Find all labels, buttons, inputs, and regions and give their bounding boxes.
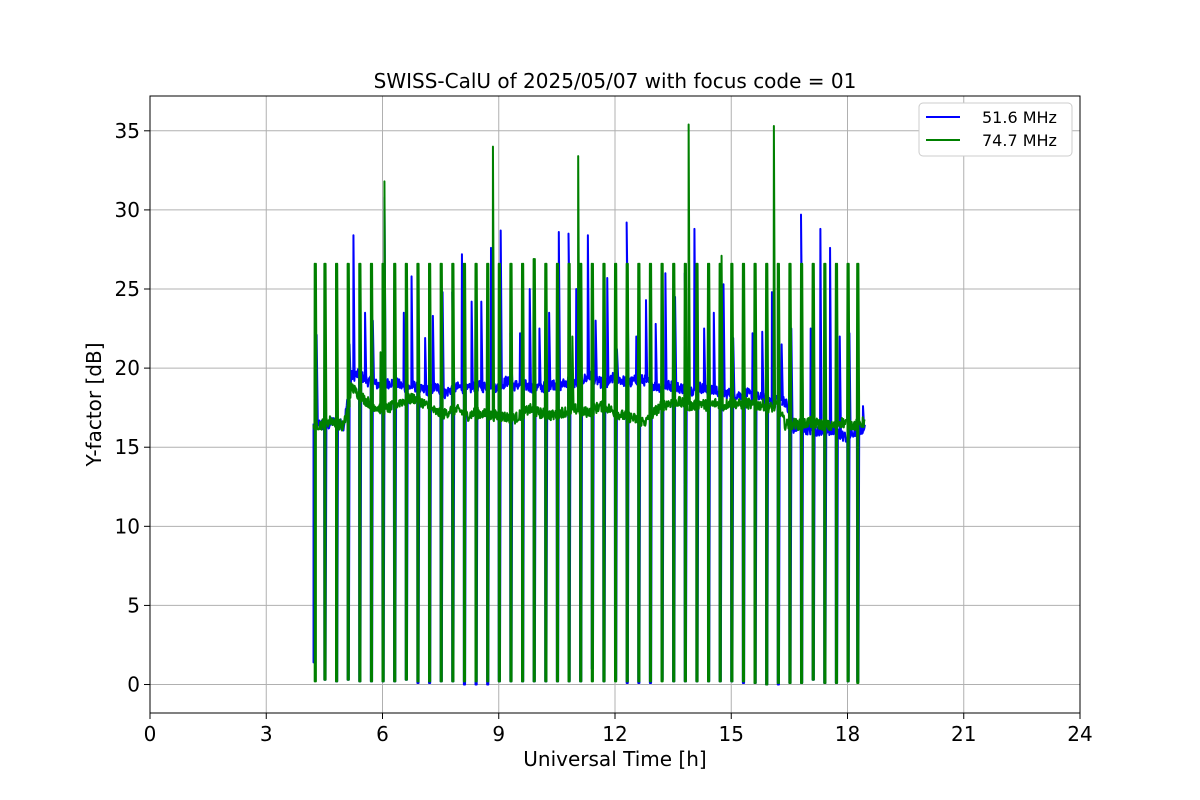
series-line <box>312 123 866 686</box>
x-tick-label: 12 <box>602 722 627 746</box>
chart-title: SWISS-CalU of 2025/05/07 with focus code… <box>374 69 857 93</box>
y-tick-label: 20 <box>115 356 140 380</box>
y-tick-label: 35 <box>115 119 140 143</box>
axis-ticks: 0 3 6 9 12 15 18 21 24 0 5 10 15 20 25 30 35 <box>115 119 1093 746</box>
legend-label-74-7-mhz: 74.7 MHz <box>982 131 1057 150</box>
y-tick-label: 25 <box>115 277 140 301</box>
legend-label-51-6-mhz: 51.6 MHz <box>982 108 1057 127</box>
series-layer <box>312 123 866 686</box>
y-tick-label: 0 <box>127 673 140 697</box>
x-tick-label: 24 <box>1067 722 1092 746</box>
x-tick-label: 0 <box>144 722 157 746</box>
y-tick-label: 10 <box>115 514 140 538</box>
y-tick-label: 30 <box>115 198 140 222</box>
series-74-7-mhz <box>312 123 866 686</box>
x-tick-label: 3 <box>260 722 273 746</box>
legend: 51.6 MHz 74.7 MHz <box>918 102 1073 157</box>
x-tick-label: 15 <box>719 722 744 746</box>
x-tick-label: 21 <box>951 722 976 746</box>
x-axis-label: Universal Time [h] <box>523 747 706 771</box>
x-tick-label: 6 <box>376 722 389 746</box>
y-tick-label: 5 <box>127 593 140 617</box>
x-tick-label: 18 <box>835 722 860 746</box>
x-tick-label: 9 <box>492 722 505 746</box>
y-tick-label: 15 <box>115 435 140 459</box>
y-axis-label: Y-factor [dB] <box>82 342 106 467</box>
